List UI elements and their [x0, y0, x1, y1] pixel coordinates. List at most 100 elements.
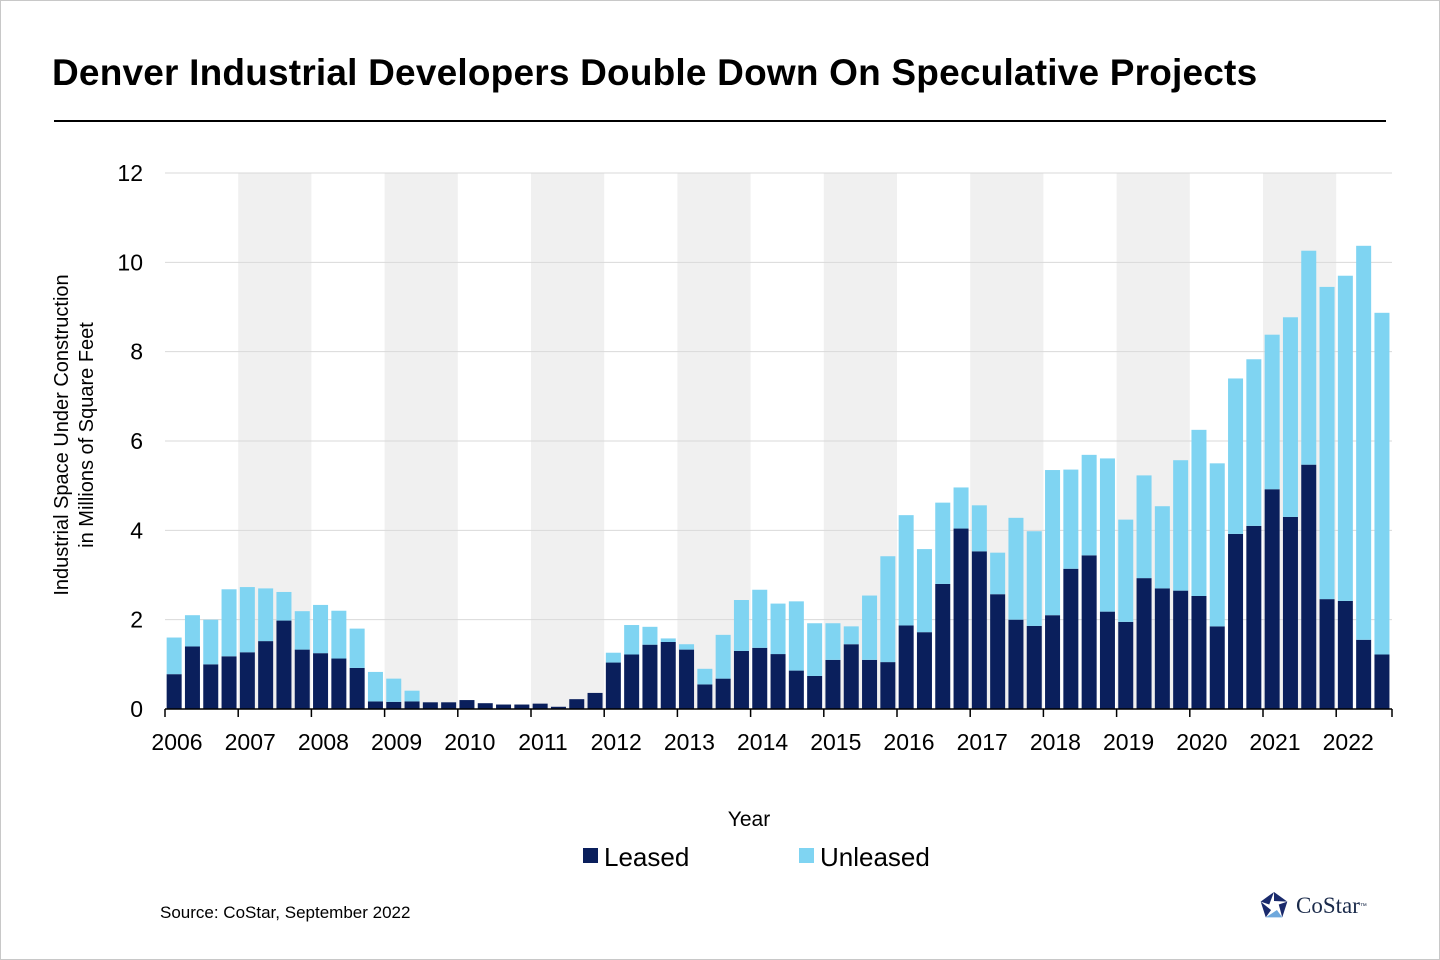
- bar-unleased-27: [660, 638, 676, 642]
- bar-leased-47: [1026, 625, 1042, 709]
- bar-unleased-33: [770, 603, 786, 655]
- bar-leased-13: [404, 701, 420, 709]
- logo-star-wedge-2: [1265, 910, 1283, 918]
- bar-leased-2: [203, 664, 219, 709]
- bar-unleased-6: [276, 591, 292, 621]
- bar-unleased-62: [1301, 250, 1317, 465]
- y-axis-title-line-2: in Millions of Square Feet: [76, 322, 98, 548]
- bar-unleased-30: [715, 634, 731, 679]
- bar-leased-31: [733, 650, 749, 709]
- bar-unleased-42: [935, 502, 951, 584]
- bar-leased-53: [1136, 578, 1152, 709]
- bar-unleased-28: [679, 644, 695, 650]
- bar-leased-29: [697, 684, 713, 709]
- bar-leased-14: [422, 702, 438, 709]
- bar-leased-62: [1301, 464, 1317, 709]
- bar-leased-32: [752, 647, 768, 709]
- bar-unleased-57: [1209, 463, 1225, 627]
- y-tick-label-2: 2: [130, 607, 143, 633]
- source-note: Source: CoStar, September 2022: [160, 903, 411, 922]
- bar-leased-10: [349, 667, 365, 709]
- logo-star-wedge-0: [1274, 892, 1288, 902]
- bar-unleased-13: [404, 690, 420, 702]
- x-tick-label-2022: 2022: [1323, 729, 1374, 755]
- x-tick-label-2011: 2011: [518, 729, 567, 755]
- bar-leased-11: [367, 701, 383, 709]
- bar-leased-40: [898, 625, 914, 709]
- bar-leased-49: [1063, 568, 1079, 709]
- bar-unleased-24: [605, 652, 621, 663]
- bar-leased-56: [1191, 595, 1207, 709]
- bar-leased-6: [276, 620, 292, 709]
- bar-leased-27: [660, 642, 676, 709]
- bar-unleased-26: [642, 626, 658, 645]
- bar-unleased-65: [1356, 245, 1372, 640]
- bar-unleased-45: [990, 552, 1006, 595]
- bar-leased-61: [1282, 516, 1298, 709]
- bar-leased-45: [990, 594, 1006, 709]
- bar-unleased-8: [313, 604, 329, 654]
- bar-leased-37: [843, 644, 859, 709]
- y-tick-label-10: 10: [117, 249, 143, 275]
- logo-star-wedge-4: [1260, 892, 1274, 905]
- logo-text: CoStar: [1296, 893, 1360, 918]
- bar-unleased-25: [624, 625, 640, 655]
- bar-leased-64: [1337, 600, 1353, 709]
- bar-unleased-9: [331, 610, 347, 659]
- y-axis-title-line-1: Industrial Space Under Construction: [51, 274, 73, 595]
- logo-star-wedge-3: [1260, 901, 1272, 918]
- bar-leased-9: [331, 658, 347, 709]
- bar-unleased-50: [1081, 454, 1097, 556]
- bar-unleased-53: [1136, 475, 1152, 579]
- bar-unleased-46: [1008, 517, 1024, 620]
- bar-leased-34: [788, 670, 804, 709]
- bar-leased-38: [862, 659, 878, 709]
- logo-star-wedge-1: [1278, 901, 1288, 918]
- bar-unleased-36: [825, 623, 841, 660]
- legend-label-leased: Leased: [604, 842, 689, 872]
- bar-unleased-29: [697, 668, 713, 685]
- chart-title: Denver Industrial Developers Double Down…: [52, 52, 1258, 93]
- x-tick-label-2014: 2014: [737, 729, 788, 755]
- bar-unleased-39: [880, 556, 896, 663]
- title-divider: [54, 120, 1386, 122]
- bar-leased-63: [1319, 599, 1335, 709]
- bar-leased-44: [971, 551, 987, 709]
- legend-swatch-unleased: [799, 848, 814, 863]
- bar-leased-17: [477, 703, 493, 709]
- bar-unleased-63: [1319, 286, 1335, 600]
- bar-unleased-47: [1026, 531, 1042, 626]
- bar-unleased-38: [862, 595, 878, 660]
- y-tick-label-0: 0: [130, 696, 143, 722]
- bar-leased-21: [550, 706, 566, 709]
- bar-leased-58: [1228, 533, 1244, 709]
- x-tick-label-2018: 2018: [1030, 729, 1081, 755]
- costar-star-icon: [1260, 892, 1288, 918]
- bar-leased-42: [935, 583, 951, 709]
- bar-leased-23: [587, 692, 603, 709]
- x-tick-label-2009: 2009: [371, 729, 422, 755]
- bar-leased-5: [258, 641, 274, 709]
- bar-unleased-43: [953, 487, 969, 529]
- bar-leased-33: [770, 654, 786, 709]
- bar-unleased-0: [166, 637, 182, 675]
- bar-leased-65: [1356, 639, 1372, 709]
- bar-unleased-10: [349, 628, 365, 668]
- bar-unleased-55: [1173, 460, 1189, 591]
- legend-swatch-leased: [583, 848, 598, 863]
- bar-unleased-31: [733, 600, 749, 651]
- x-tick-label-2017: 2017: [957, 729, 1008, 755]
- bar-unleased-35: [807, 623, 823, 676]
- bar-leased-24: [605, 662, 621, 709]
- bar-unleased-7: [294, 611, 310, 650]
- bar-leased-41: [916, 632, 932, 709]
- bar-unleased-61: [1282, 317, 1298, 517]
- x-tick-label-2015: 2015: [810, 729, 861, 755]
- bar-leased-54: [1154, 588, 1170, 709]
- x-tick-label-2016: 2016: [883, 729, 934, 755]
- x-tick-label-2019: 2019: [1103, 729, 1154, 755]
- bar-leased-18: [496, 704, 512, 709]
- bar-leased-46: [1008, 619, 1024, 709]
- bar-unleased-5: [258, 588, 274, 642]
